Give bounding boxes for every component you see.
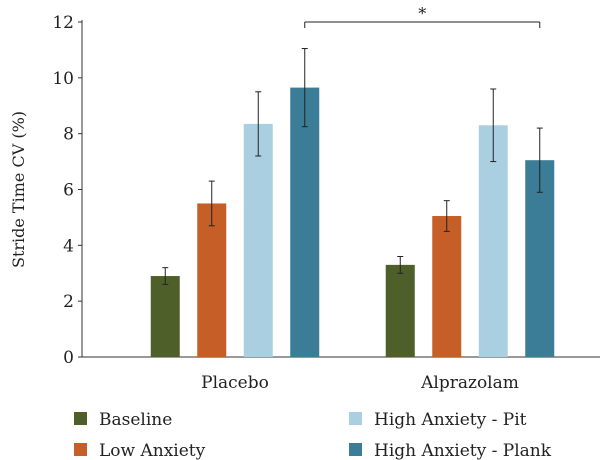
bar <box>290 87 320 358</box>
legend-swatch <box>349 443 362 456</box>
bar <box>197 203 227 357</box>
significance-annotation: * <box>304 4 541 28</box>
legend-label: High Anxiety - Pit <box>374 410 527 430</box>
bar <box>150 276 180 357</box>
axes: 0 2 4 6 8 10 12 Stride Time CV (%) Placebo Alpraz… <box>9 13 600 393</box>
y-tick-label: 8 <box>63 125 74 145</box>
bars <box>150 87 555 358</box>
y-axis-label: Stride Time CV (%) <box>9 111 28 268</box>
error-bars <box>162 48 543 285</box>
significance-star: * <box>418 4 426 23</box>
legend-label: Low Anxiety <box>99 441 206 460</box>
y-tick-label: 4 <box>63 236 74 256</box>
legend-label: High Anxiety - Plank <box>374 441 552 460</box>
legend-swatch <box>74 443 87 456</box>
bar <box>525 160 555 357</box>
bar <box>432 216 462 357</box>
legend-swatch <box>74 412 87 425</box>
x-category-label: Placebo <box>201 373 269 393</box>
legend-label: Baseline <box>99 410 172 430</box>
y-tick-label: 12 <box>52 13 74 33</box>
bar <box>478 125 508 358</box>
legend: Baseline Low Anxiety High Anxiety - Pit Hig… <box>74 410 552 460</box>
x-category-label: Alprazolam <box>420 373 519 393</box>
y-tick-label: 6 <box>63 181 74 201</box>
legend-swatch <box>349 412 362 425</box>
y-tick-label: 2 <box>63 292 74 312</box>
bar <box>243 123 273 357</box>
bar <box>385 264 415 357</box>
y-tick-label: 0 <box>63 348 74 368</box>
y-tick-label: 10 <box>52 69 74 89</box>
